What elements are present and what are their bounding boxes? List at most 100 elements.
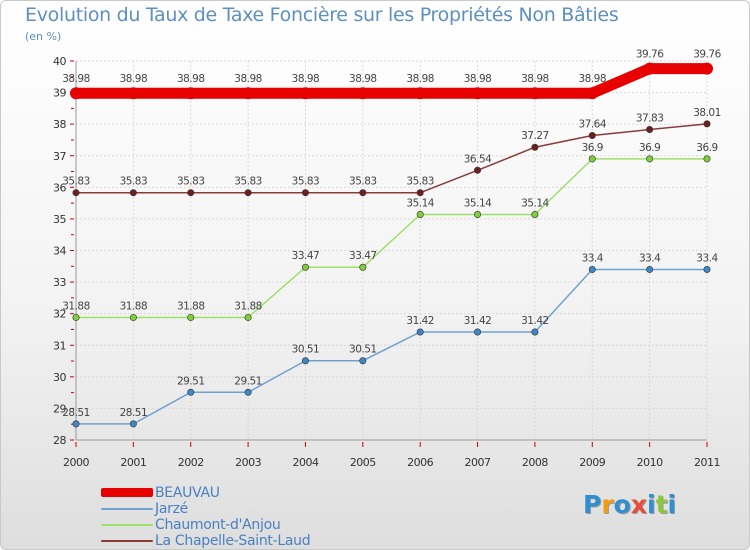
legend-item: BEAUVAU [101, 485, 361, 501]
y-tick-label: 28 [53, 434, 66, 447]
data-label: 30.51 [292, 344, 320, 356]
data-point [474, 166, 482, 174]
legend-swatch [101, 524, 153, 526]
data-label: 38.98 [234, 73, 262, 85]
data-point [184, 87, 197, 100]
data-point [531, 210, 539, 218]
data-label: 38.98 [177, 73, 205, 85]
y-axis-unit: (en %) [25, 30, 62, 43]
data-point [187, 313, 195, 321]
x-tick-label: 2009 [579, 456, 605, 469]
data-point [244, 189, 252, 197]
data-label: 38.98 [120, 73, 148, 85]
data-point [703, 265, 711, 273]
data-point [416, 210, 424, 218]
data-label: 35.83 [349, 176, 377, 188]
y-tick-label: 31 [53, 339, 66, 352]
data-point [588, 132, 596, 140]
data-label: 35.83 [406, 176, 434, 188]
logo-letter: o [613, 490, 631, 519]
data-point [416, 328, 424, 336]
data-label: 38.98 [406, 73, 434, 85]
data-point [299, 87, 312, 100]
data-label: 35.83 [177, 176, 205, 188]
legend-label: Jarzé [155, 501, 188, 517]
data-point [588, 265, 596, 273]
series-line-la-chapelle-saint-laud [75, 123, 708, 194]
axes: 28 29 30 31 32 33 34 35 36 37 38 39 40 2000 2001 2002 20… [53, 55, 721, 469]
legend: BEAUVAU Jarzé Chaumont-d'Anjou La Chapelle-… [101, 485, 361, 549]
logo-letter: P [583, 490, 602, 519]
data-label: 31.42 [521, 315, 549, 327]
data-label: 33.47 [292, 250, 320, 262]
data-label: 36.54 [464, 153, 492, 165]
logo-letter: i [667, 490, 677, 519]
data-labels: 38.98 38.98 38.98 38.98 38.98 38.98 38.98 38.98… [62, 49, 722, 419]
data-point [474, 210, 482, 218]
data-label: 33.4 [696, 252, 718, 264]
data-label: 36.9 [582, 142, 603, 154]
x-tick-label: 2007 [465, 456, 491, 469]
data-label: 35.83 [292, 176, 320, 188]
data-label: 31.88 [120, 300, 148, 312]
data-point [703, 120, 711, 128]
x-tick-label: 2000 [63, 456, 89, 469]
data-point [359, 189, 367, 197]
legend-item: Jarzé [101, 501, 361, 517]
data-label: 28.51 [120, 407, 148, 419]
y-tick-label: 35 [53, 213, 66, 226]
data-label: 39.76 [636, 49, 664, 61]
legend-label: Chaumont-d'Anjou [155, 517, 281, 533]
y-tick-label: 33 [53, 276, 66, 289]
data-label: 29.51 [177, 375, 205, 387]
x-tick-label: 2008 [522, 456, 548, 469]
y-tick-label: 39 [53, 87, 66, 100]
y-tick-label: 34 [53, 245, 66, 258]
data-point [244, 388, 252, 396]
legend-swatch [101, 488, 153, 497]
data-label: 39.76 [693, 49, 721, 61]
data-label: 30.51 [349, 344, 377, 356]
chart-title: Evolution du Taux de Taxe Foncière sur l… [25, 4, 619, 26]
data-point [72, 420, 80, 428]
data-label: 35.83 [62, 176, 90, 188]
data-label: 31.88 [234, 300, 262, 312]
data-label: 33.4 [582, 252, 604, 264]
data-label: 38.98 [349, 73, 377, 85]
data-label: 38.98 [464, 73, 492, 85]
proxiti-logo: Proxiti [583, 490, 676, 519]
data-point [359, 263, 367, 271]
x-tick-label: 2011 [694, 456, 720, 469]
y-tick-label: 32 [53, 308, 66, 321]
y-tick-label: 37 [53, 150, 66, 163]
y-tick-label: 36 [53, 181, 66, 194]
data-point [531, 328, 539, 336]
x-tick-label: 2006 [407, 456, 433, 469]
data-point [414, 87, 427, 100]
data-point [531, 143, 539, 151]
data-point [242, 87, 255, 100]
x-tick-label: 2002 [178, 456, 204, 469]
data-point [244, 313, 252, 321]
data-label: 33.47 [349, 250, 377, 262]
data-point [471, 87, 484, 100]
data-point [301, 189, 309, 197]
data-label: 38.98 [578, 73, 606, 85]
series-line-jarz- [75, 268, 708, 425]
series-line-chaumont-d-anjou [75, 158, 708, 319]
data-label: 37.64 [578, 119, 606, 131]
data-point [474, 328, 482, 336]
logo-letter: t [655, 490, 668, 519]
data-point [528, 87, 541, 100]
data-point [643, 62, 656, 75]
data-point [187, 388, 195, 396]
data-label: 37.27 [521, 130, 549, 142]
data-label: 35.14 [406, 197, 434, 209]
data-point [127, 87, 140, 100]
series-line-beauvau [70, 63, 713, 99]
data-point [703, 155, 711, 163]
y-tick-label: 30 [53, 371, 66, 384]
data-point [301, 357, 309, 365]
legend-swatch [101, 508, 153, 510]
